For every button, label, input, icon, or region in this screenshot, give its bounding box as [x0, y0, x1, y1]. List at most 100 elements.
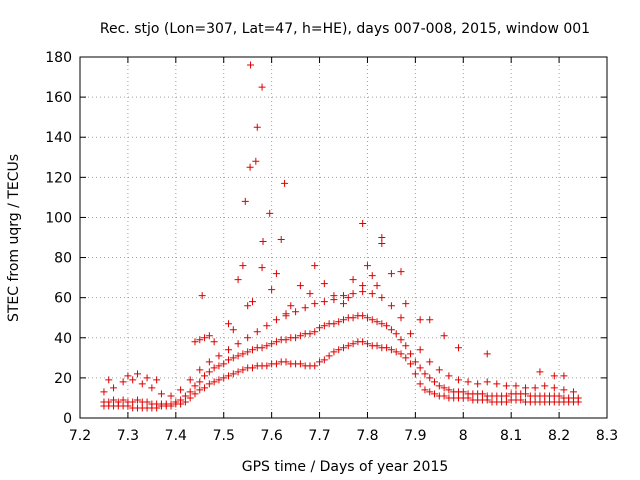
y-tick-label: 180	[45, 50, 72, 66]
data-point	[316, 358, 324, 366]
data-point	[378, 320, 386, 328]
data-point	[359, 338, 367, 346]
data-point	[306, 330, 314, 338]
data-point	[316, 324, 324, 332]
data-point	[105, 376, 113, 384]
data-point	[411, 370, 419, 378]
data-point	[320, 298, 328, 306]
data-point	[252, 157, 260, 165]
data-point	[387, 346, 395, 354]
data-point	[378, 234, 386, 241]
data-point	[340, 292, 347, 300]
x-tick-label: 7.6	[261, 428, 283, 444]
data-point	[229, 326, 237, 334]
data-point	[445, 372, 453, 380]
data-point	[268, 286, 276, 294]
data-point	[266, 209, 274, 217]
data-point	[373, 282, 381, 290]
data-point	[215, 352, 223, 360]
data-point	[445, 386, 453, 394]
x-tick-label: 8.3	[596, 428, 618, 444]
data-point	[281, 179, 289, 187]
data-point	[340, 300, 347, 308]
data-point	[239, 350, 247, 358]
data-point	[387, 270, 395, 278]
data-point	[186, 376, 194, 384]
data-point	[349, 314, 357, 322]
data-point	[340, 316, 347, 324]
x-tick-label: 7.7	[308, 428, 330, 444]
data-point	[426, 358, 434, 366]
y-tick-label: 20	[54, 371, 72, 387]
y-tick-label: 100	[45, 210, 72, 226]
data-point	[259, 238, 267, 246]
data-point	[181, 398, 189, 406]
data-point	[268, 340, 276, 348]
data-point	[440, 384, 448, 392]
data-point	[148, 384, 156, 392]
data-point	[368, 316, 376, 324]
data-point	[177, 396, 185, 404]
data-point	[311, 300, 319, 308]
data-point	[454, 376, 462, 384]
data-point	[225, 372, 233, 380]
x-tick-label: 7.5	[213, 428, 235, 444]
data-point	[392, 330, 400, 338]
data-point	[191, 338, 199, 346]
data-point	[225, 356, 233, 364]
data-point	[272, 360, 280, 368]
data-point	[229, 354, 237, 362]
data-point	[244, 302, 252, 310]
data-point	[143, 374, 151, 382]
data-point	[402, 354, 410, 362]
data-point	[397, 350, 405, 358]
data-point	[311, 362, 319, 370]
x-tick-label: 7.2	[69, 428, 91, 444]
x-tick-label: 7.3	[117, 428, 139, 444]
data-point	[124, 372, 132, 380]
data-point	[431, 378, 439, 386]
data-point	[330, 292, 338, 300]
data-point	[311, 262, 319, 270]
data-point	[325, 352, 333, 360]
data-point	[349, 290, 357, 298]
data-points	[100, 61, 582, 412]
data-point	[133, 396, 141, 404]
data-point	[272, 270, 280, 278]
y-tick-label: 60	[54, 291, 72, 307]
data-point	[397, 268, 405, 276]
data-point	[258, 344, 266, 352]
data-point	[246, 163, 254, 171]
data-point	[416, 380, 424, 388]
axes: 7.2 7.3 7.4 7.5 7.6 7.7 7.8 7.9 8 8.1 8.2 8.3 0 20 40 6…	[45, 50, 618, 444]
data-point	[234, 352, 242, 360]
data-point	[435, 382, 443, 390]
data-point	[186, 394, 194, 402]
data-point	[383, 322, 391, 330]
data-point	[258, 83, 266, 91]
data-point	[306, 290, 314, 298]
data-point	[100, 388, 108, 396]
y-tick-label: 160	[45, 90, 72, 106]
data-point	[320, 356, 328, 364]
data-point	[426, 374, 434, 382]
data-point	[426, 316, 434, 324]
data-point	[560, 372, 568, 380]
data-point	[555, 392, 563, 400]
data-point	[153, 376, 161, 384]
data-point	[205, 368, 213, 376]
data-point	[402, 300, 410, 308]
data-point	[205, 380, 213, 388]
data-point	[296, 282, 304, 290]
data-point	[272, 338, 280, 346]
data-point	[368, 272, 376, 280]
data-point	[244, 348, 252, 356]
data-point	[359, 288, 367, 296]
data-point	[330, 348, 338, 356]
data-point	[387, 326, 395, 334]
data-point	[416, 316, 424, 324]
data-point	[201, 334, 209, 342]
data-point	[167, 400, 175, 408]
data-point	[340, 344, 347, 352]
data-point	[363, 340, 371, 348]
